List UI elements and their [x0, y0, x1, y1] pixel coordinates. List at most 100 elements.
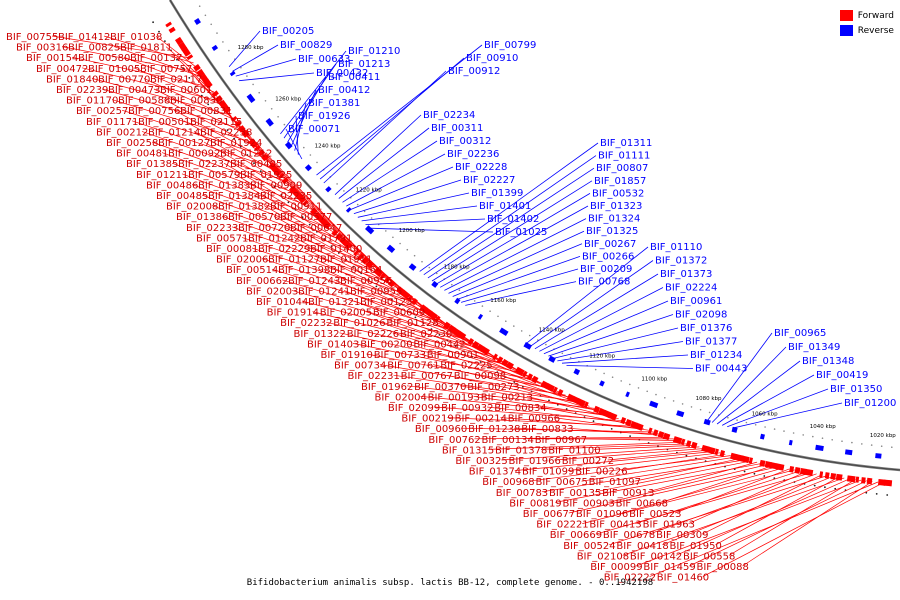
- forward-leader-line: [225, 109, 271, 165]
- reverse-leader-line: [228, 30, 261, 67]
- forward-leader-line: [275, 162, 328, 226]
- reverse-gene-label: BIF_00965: [774, 328, 826, 339]
- forward-leader-line: [161, 152, 309, 206]
- forward-gene-label: BIF_02222: [604, 573, 656, 584]
- scale-dot: [370, 217, 373, 219]
- inner-dot: [152, 21, 155, 24]
- forward-gene-label: BIF_01840: [46, 74, 98, 85]
- forward-gene-label: BIF_00213: [481, 392, 533, 403]
- forward-gene-label: BIF_02237: [178, 159, 230, 170]
- scale-dot: [520, 330, 523, 332]
- forward-gene-label: BIF_00675: [536, 477, 588, 488]
- reverse-gene-label: BIF_00829: [280, 40, 332, 51]
- forward-gene-label: BIF_00580: [78, 53, 130, 64]
- reverse-leader-line: [440, 205, 589, 288]
- forward-leader-line: [352, 343, 538, 382]
- reverse-gene-label: BIF_01325: [586, 226, 638, 237]
- forward-leader-line: [261, 258, 430, 314]
- reverse-leader-line: [338, 127, 430, 199]
- scale-dot: [497, 315, 499, 318]
- forward-gene-label: BIF_01412: [58, 32, 110, 43]
- reverse-leader-line: [444, 218, 587, 291]
- forward-gene-label: BIF_00092: [168, 149, 220, 160]
- forward-leader-line: [582, 469, 795, 524]
- legend-forward: Forward: [839, 8, 894, 23]
- forward-leader-line: [568, 466, 779, 514]
- scale-dot: [545, 343, 547, 346]
- forward-gene-label: BIF_02117: [150, 74, 202, 85]
- forward-gene-label: BIF_00783: [496, 488, 548, 499]
- reverse-gene-block: [265, 118, 274, 127]
- inner-dot: [308, 223, 311, 226]
- forward-gene-label: BIF_00662: [236, 276, 288, 287]
- forward-gene-block: [846, 475, 856, 483]
- reverse-gene-block: [625, 391, 630, 398]
- tick-label: 1100 kbp: [641, 377, 667, 383]
- forward-gene-block: [805, 468, 814, 477]
- forward-gene-block: [719, 450, 726, 457]
- forward-gene-label: BIF_00757: [140, 64, 192, 75]
- forward-gene-label: BIF_01962: [361, 382, 413, 393]
- forward-leader-line: [312, 311, 496, 358]
- forward-leader-line: [501, 446, 700, 461]
- scale-dot: [773, 428, 776, 430]
- scale-dot: [672, 400, 675, 402]
- forward-leader-line: [281, 279, 456, 332]
- forward-gene-label: BIF_00127: [158, 138, 210, 149]
- reverse-leader-line: [423, 155, 597, 276]
- forward-gene-label: BIF_00316: [16, 43, 68, 54]
- reverse-gene-block: [499, 327, 509, 336]
- forward-leader-line: [688, 471, 806, 524]
- forward-gene-label: BIF_00913: [602, 488, 654, 499]
- forward-gene-label: BIF_01950: [670, 541, 722, 552]
- forward-swatch: [839, 10, 853, 21]
- scale-dot: [861, 443, 863, 445]
- reverse-leader-line: [722, 374, 815, 426]
- forward-leader-line: [474, 436, 669, 440]
- reverse-gene-block: [345, 207, 352, 213]
- forward-gene-label: BIF_00834: [494, 403, 546, 414]
- reverse-leader-line: [539, 287, 664, 352]
- scale-dot: [594, 368, 597, 371]
- scale-dot: [392, 236, 394, 239]
- inner-dot: [226, 129, 229, 132]
- scale-ticks: 1280 kbp 1260 kbp 1240 kbp 1220 kbp 1200 kbp…: [238, 45, 897, 439]
- scale-dot: [204, 14, 207, 17]
- tick-label: 1080 kbp: [696, 396, 722, 402]
- forward-gene-label: BIF_00098: [454, 371, 506, 382]
- forward-gene-label: BIF_01382: [218, 202, 270, 213]
- forward-gene-label: BIF_00193: [428, 392, 480, 403]
- reverse-gene-label: BIF_01110: [650, 242, 702, 253]
- inner-dot: [629, 435, 631, 437]
- forward-gene-label: BIF_00486: [146, 180, 198, 191]
- reverse-gene-label: BIF_01381: [308, 98, 360, 109]
- forward-gene-label: BIF_00473: [108, 85, 160, 96]
- forward-gene-label: BIF_01378: [495, 445, 547, 456]
- inner-dot: [592, 420, 595, 423]
- forward-gene-block: [181, 46, 191, 57]
- forward-gene-label: BIF_00481: [116, 149, 168, 160]
- forward-leader-line: [406, 385, 595, 409]
- reverse-gene-block: [304, 164, 312, 172]
- forward-gene-label: BIF_01811: [120, 43, 172, 54]
- inner-dot: [610, 428, 613, 430]
- inner-dot: [414, 316, 417, 319]
- forward-gene-label: BIF_00734: [334, 361, 386, 372]
- reverse-leader-line: [316, 44, 483, 176]
- reverse-leader-line: [711, 346, 787, 423]
- forward-gene-label: BIF_01044: [256, 297, 308, 308]
- forward-gene-label: BIF_00830: [170, 96, 222, 107]
- forward-gene-label: BIF_01910: [321, 350, 373, 361]
- inner-dot: [565, 408, 568, 410]
- forward-leader-line: [607, 449, 710, 461]
- forward-gene-label: BIF_02226: [347, 329, 399, 340]
- reverse-leader-line: [435, 193, 591, 285]
- forward-gene-label: BIF_01403: [307, 339, 359, 350]
- forward-leader-line: [175, 56, 218, 97]
- forward-gene-block: [877, 479, 886, 486]
- forward-leader-line: [526, 396, 619, 420]
- forward-gene-label: BIF_01241: [298, 286, 350, 297]
- forward-gene-block: [789, 465, 795, 473]
- forward-gene-label: BIF_02231: [348, 371, 400, 382]
- inner-dot: [259, 170, 262, 173]
